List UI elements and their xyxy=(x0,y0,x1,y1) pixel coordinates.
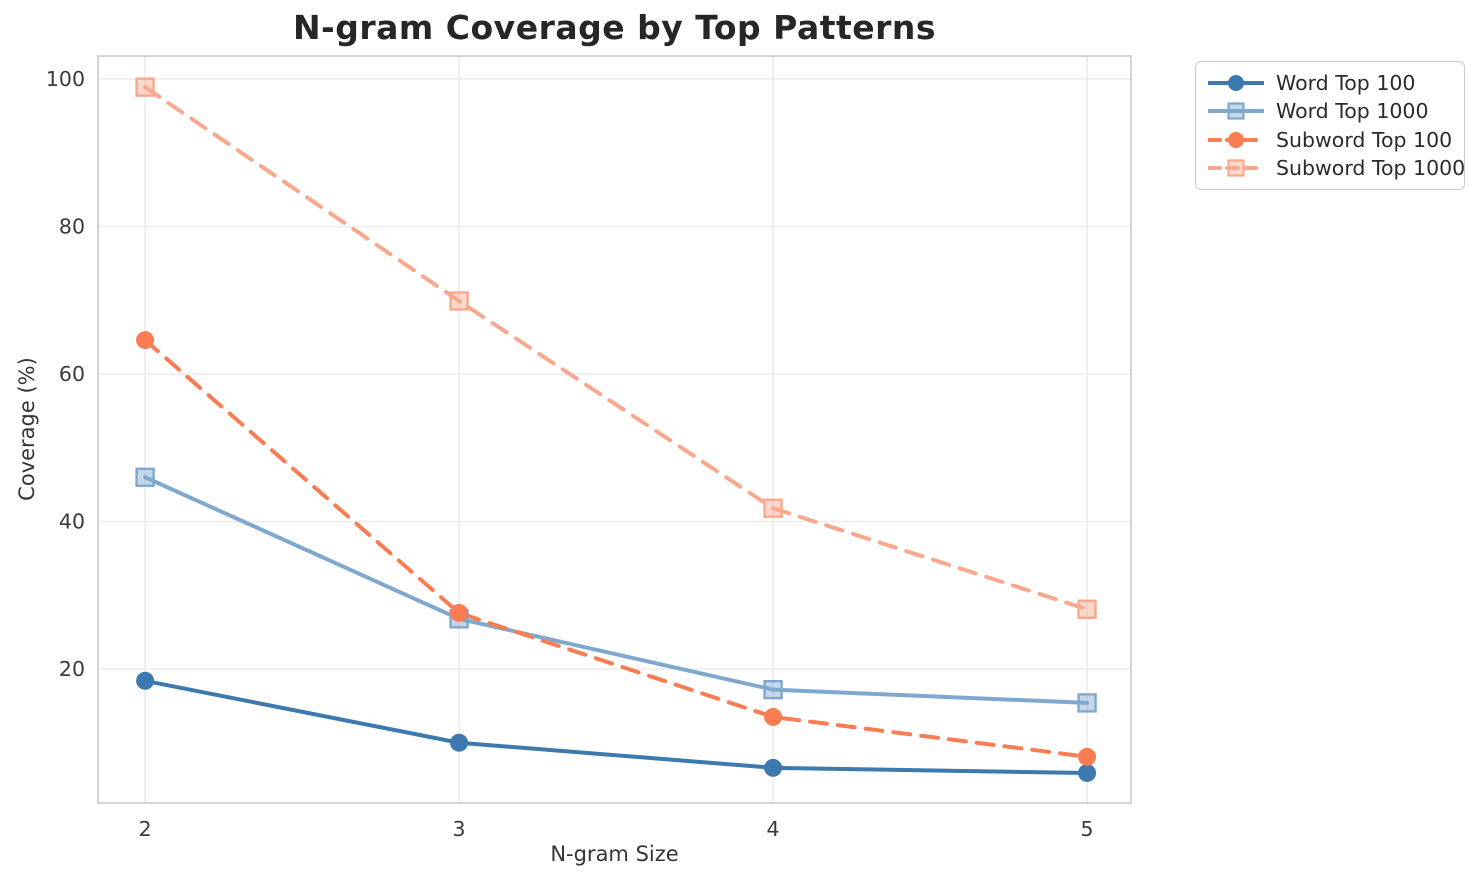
legend-item: Subword Top 100 xyxy=(1208,126,1452,153)
legend: Word Top 100 Word Top 1000 Subword Top 1… xyxy=(1195,61,1465,190)
data-point-marker xyxy=(450,733,469,752)
legend-sample-marker xyxy=(1228,74,1244,91)
y-tick-label: 60 xyxy=(59,362,85,386)
legend-sample-icon xyxy=(1208,159,1264,178)
data-point-marker xyxy=(450,603,469,622)
data-point-marker xyxy=(135,77,155,97)
legend-sample-marker xyxy=(1227,102,1245,120)
x-tick-label: 2 xyxy=(139,817,152,841)
data-point-marker xyxy=(1078,763,1097,782)
data-point-marker xyxy=(763,498,783,518)
series-line xyxy=(143,85,1090,612)
y-axis-label: Coverage (%) xyxy=(15,357,39,501)
data-point-marker xyxy=(1077,599,1097,619)
legend-sample-icon xyxy=(1208,131,1264,148)
data-point-marker xyxy=(763,679,783,700)
series-line xyxy=(143,678,1090,775)
legend-item: Subword Top 1000 xyxy=(1208,155,1465,182)
x-axis-label: N-gram Size xyxy=(550,842,679,866)
x-tick-label: 4 xyxy=(767,817,780,841)
legend-label: Word Top 100 xyxy=(1276,70,1416,95)
data-point-marker xyxy=(764,758,783,777)
data-point-marker xyxy=(136,331,155,350)
data-point-marker xyxy=(764,707,783,726)
y-tick-label: 40 xyxy=(59,510,85,534)
data-point-marker xyxy=(136,671,155,690)
legend-sample-icon xyxy=(1208,74,1264,91)
legend-sample-marker xyxy=(1227,159,1245,178)
x-tick-label: 5 xyxy=(1081,817,1094,841)
legend-label: Word Top 1000 xyxy=(1276,99,1429,124)
y-tick-label: 80 xyxy=(59,215,85,239)
data-point-marker xyxy=(1078,747,1097,766)
legend-label: Subword Top 1000 xyxy=(1276,156,1466,181)
chart-title: N-gram Coverage by Top Patterns xyxy=(292,8,937,47)
series-line xyxy=(143,338,1090,759)
plot-border xyxy=(97,55,1132,804)
legend-sample-marker xyxy=(1228,131,1244,148)
legend-sample-icon xyxy=(1208,102,1264,120)
series-line xyxy=(143,475,1090,705)
legend-item: Word Top 1000 xyxy=(1208,98,1452,125)
legend-item: Word Top 100 xyxy=(1208,69,1452,96)
data-point-marker xyxy=(1077,693,1097,713)
data-point-marker xyxy=(135,467,155,487)
y-tick-label: 20 xyxy=(59,657,85,681)
legend-label: Subword Top 100 xyxy=(1276,127,1453,152)
x-tick-label: 3 xyxy=(453,817,466,841)
y-tick-label: 100 xyxy=(46,67,85,91)
data-point-marker xyxy=(449,291,469,311)
